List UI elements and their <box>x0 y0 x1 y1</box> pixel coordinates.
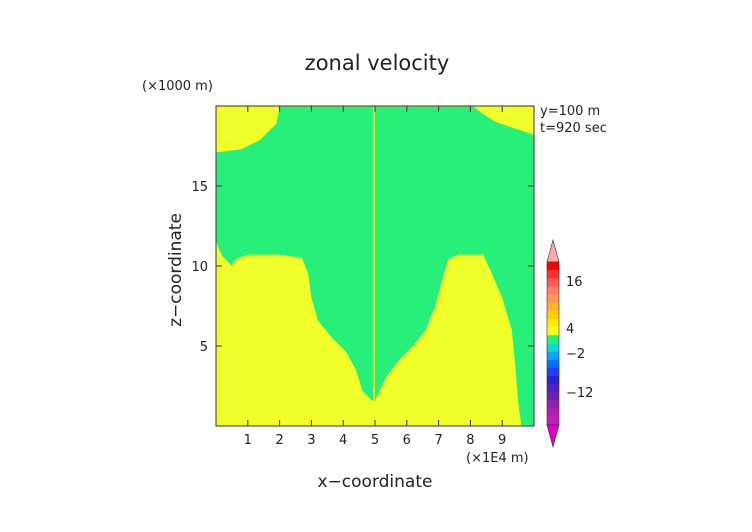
chart-title: zonal velocity <box>305 51 450 75</box>
y-axis: 5 10 15 <box>191 180 534 355</box>
colorbar-tick-label: −12 <box>566 386 593 401</box>
x-tick-label: 4 <box>339 433 347 448</box>
contour-region-positive <box>216 106 277 153</box>
colorbar-arrow-bottom <box>546 424 560 449</box>
x-tick-label: 3 <box>307 433 315 448</box>
colorbar-swatch <box>547 343 559 352</box>
colorbar-tick-label: 16 <box>566 275 583 290</box>
x-tick-label: 1 <box>244 433 252 448</box>
x-tick-label: 6 <box>403 433 411 448</box>
colorbar-swatch <box>547 302 559 312</box>
y-unit-label: (×1000 m) <box>142 79 213 94</box>
x-axis-label: x−coordinate <box>318 472 433 492</box>
colorbar-swatch <box>547 327 559 336</box>
colorbar-swatch <box>547 351 559 361</box>
colorbar-swatch <box>547 384 559 393</box>
contour-region-positive <box>375 106 534 135</box>
x-tick-label: 7 <box>434 433 442 448</box>
colorbar-swatch <box>547 416 559 426</box>
colorbar-swatch <box>547 262 559 271</box>
x-tick-label: 5 <box>371 433 379 448</box>
x-axis: 1 2 3 4 5 6 7 8 9 <box>244 106 506 448</box>
annotation-y: y=100 m <box>540 104 600 119</box>
colorbar-swatch <box>547 278 559 287</box>
colorbar-tick-label: 4 <box>566 322 574 337</box>
colorbar-frame <box>546 261 560 426</box>
colorbar-arrow-top <box>546 238 560 263</box>
x-tick-label: 8 <box>466 433 474 448</box>
colorbar-swatch <box>547 270 559 279</box>
y-tick-label: 10 <box>191 260 208 275</box>
x-tick-label: 2 <box>275 433 283 448</box>
annotation-t: t=920 sec <box>540 121 607 136</box>
colorbar-swatch <box>547 310 559 320</box>
colorbar <box>546 238 560 449</box>
colorbar-swatch <box>547 359 559 369</box>
contour-region-positive <box>216 240 522 426</box>
contour-fills <box>216 106 534 426</box>
colorbar-swatch <box>547 335 559 344</box>
colorbar-swatch <box>547 400 559 409</box>
colorbar-swatch <box>547 319 559 328</box>
y-axis-label: z−coordinate <box>166 213 186 327</box>
colorbar-swatch <box>547 286 559 295</box>
colorbar-tick-label: −2 <box>566 347 585 362</box>
y-tick-label: 5 <box>200 340 208 355</box>
y-tick-label: 15 <box>191 180 208 195</box>
colorbar-swatch <box>547 294 559 304</box>
contour-region-negative <box>216 106 375 403</box>
colorbar-swatch <box>547 376 559 385</box>
x-tick-label: 9 <box>498 433 506 448</box>
contour-region-positive <box>373 106 375 402</box>
colorbar-swatch <box>547 392 559 401</box>
x-unit-label: (×1E4 m) <box>466 451 529 466</box>
colorbar-ticks: 16 4 −2 −12 <box>566 275 593 401</box>
contour-region-negative <box>375 106 534 426</box>
colorbar-swatch <box>547 367 559 377</box>
colorbar-swatch <box>547 408 559 418</box>
